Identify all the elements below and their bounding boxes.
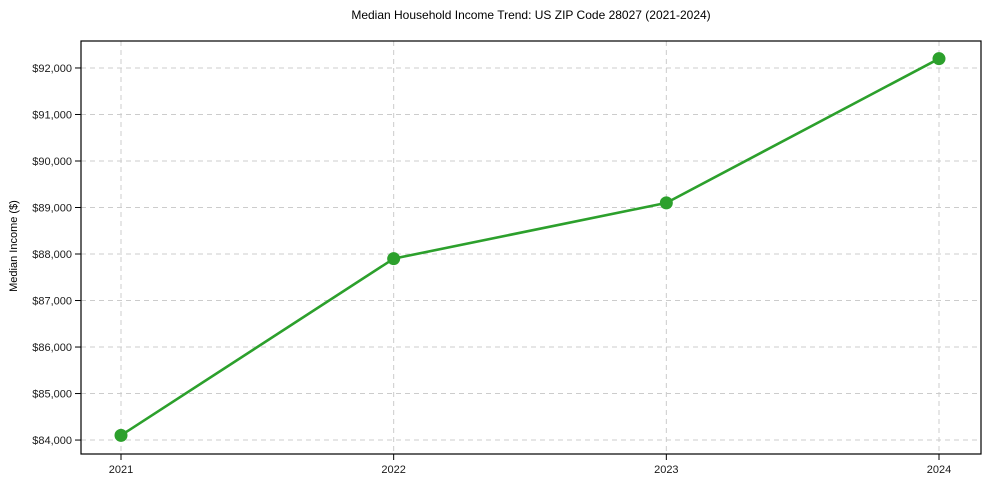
data-point bbox=[114, 428, 128, 442]
y-tick-label: $87,000 bbox=[32, 296, 72, 308]
x-tick-label: 2023 bbox=[654, 464, 678, 476]
y-tick-label: $88,000 bbox=[32, 249, 72, 261]
x-tick-label: 2021 bbox=[109, 464, 133, 476]
y-tick-label: $84,000 bbox=[32, 435, 72, 447]
y-tick-label: $89,000 bbox=[32, 203, 72, 215]
y-tick-label: $85,000 bbox=[32, 389, 72, 401]
y-tick-label: $92,000 bbox=[32, 63, 72, 75]
y-tick-label: $86,000 bbox=[32, 342, 72, 354]
data-point bbox=[659, 196, 673, 210]
plot-border bbox=[80, 40, 982, 455]
y-tick-label: $90,000 bbox=[32, 156, 72, 168]
data-point bbox=[387, 252, 401, 266]
data-point bbox=[932, 52, 946, 66]
y-tick-label: $91,000 bbox=[32, 109, 72, 121]
chart-title: Median Household Income Trend: US ZIP Co… bbox=[351, 8, 711, 22]
trend-line bbox=[119, 57, 941, 437]
x-tick-label: 2024 bbox=[927, 464, 951, 476]
x-tick-label: 2022 bbox=[381, 464, 405, 476]
